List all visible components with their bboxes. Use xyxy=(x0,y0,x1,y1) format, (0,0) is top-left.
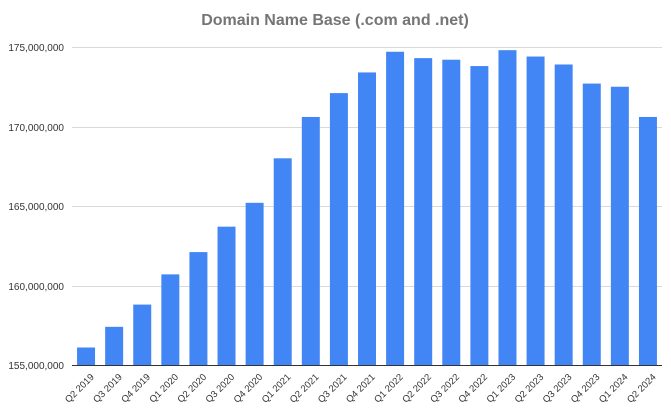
x-tick-label: Q4 2021 xyxy=(344,372,378,406)
x-tick-label: Q3 2020 xyxy=(204,372,238,406)
x-tick-label: Q2 2024 xyxy=(625,372,659,406)
bar xyxy=(189,252,208,365)
y-tick-label: 170,000,000 xyxy=(8,123,64,134)
x-tick-label: Q2 2019 xyxy=(63,372,97,406)
x-tick-label: Q3 2022 xyxy=(428,372,462,406)
x-tick-label: Q4 2020 xyxy=(232,372,266,406)
y-tick-label: 160,000,000 xyxy=(8,282,64,293)
x-tick-label: Q1 2020 xyxy=(147,372,181,406)
bar xyxy=(301,116,320,366)
x-tick-label: Q2 2020 xyxy=(176,372,210,406)
x-tick-label: Q1 2023 xyxy=(485,372,519,406)
bar xyxy=(498,50,517,366)
bar xyxy=(358,72,376,365)
bar xyxy=(414,58,433,365)
bar xyxy=(638,116,657,366)
bar xyxy=(470,66,489,365)
x-tick-label: Q2 2022 xyxy=(400,372,434,406)
x-tick-label: Q1 2024 xyxy=(597,372,631,406)
y-tick-label: 155,000,000 xyxy=(8,361,64,372)
x-tick-label: Q3 2021 xyxy=(316,372,350,406)
bar xyxy=(77,347,96,365)
bar xyxy=(133,304,152,365)
y-axis-ticks: 155,000,000 160,000,000 165,000,000 170,000… xyxy=(8,43,64,372)
bar xyxy=(610,86,629,365)
y-tick-label: 175,000,000 xyxy=(8,43,64,54)
bar xyxy=(273,158,292,365)
bar xyxy=(526,56,545,365)
x-tick-label: Q1 2021 xyxy=(260,372,294,406)
bar xyxy=(245,202,264,365)
x-tick-label: Q3 2019 xyxy=(91,372,125,406)
bars xyxy=(77,50,657,366)
y-tick-label: 165,000,000 xyxy=(8,202,64,213)
x-tick-label: Q2 2021 xyxy=(288,372,322,406)
x-tick-label: Q4 2023 xyxy=(569,372,603,406)
bar xyxy=(442,59,461,365)
chart-title: Domain Name Base (.com and .net) xyxy=(201,12,469,29)
bar xyxy=(386,51,405,366)
x-tick-label: Q2 2023 xyxy=(513,372,547,406)
x-tick-label: Q3 2023 xyxy=(541,372,575,406)
x-tick-label: Q4 2019 xyxy=(119,372,153,406)
bar xyxy=(329,93,348,366)
bar xyxy=(105,326,124,365)
bar xyxy=(582,83,601,365)
bar xyxy=(217,226,236,365)
x-tick-label: Q4 2022 xyxy=(456,372,490,406)
bar xyxy=(554,64,573,366)
bar xyxy=(161,274,180,365)
x-tick-label: Q1 2022 xyxy=(372,372,406,406)
